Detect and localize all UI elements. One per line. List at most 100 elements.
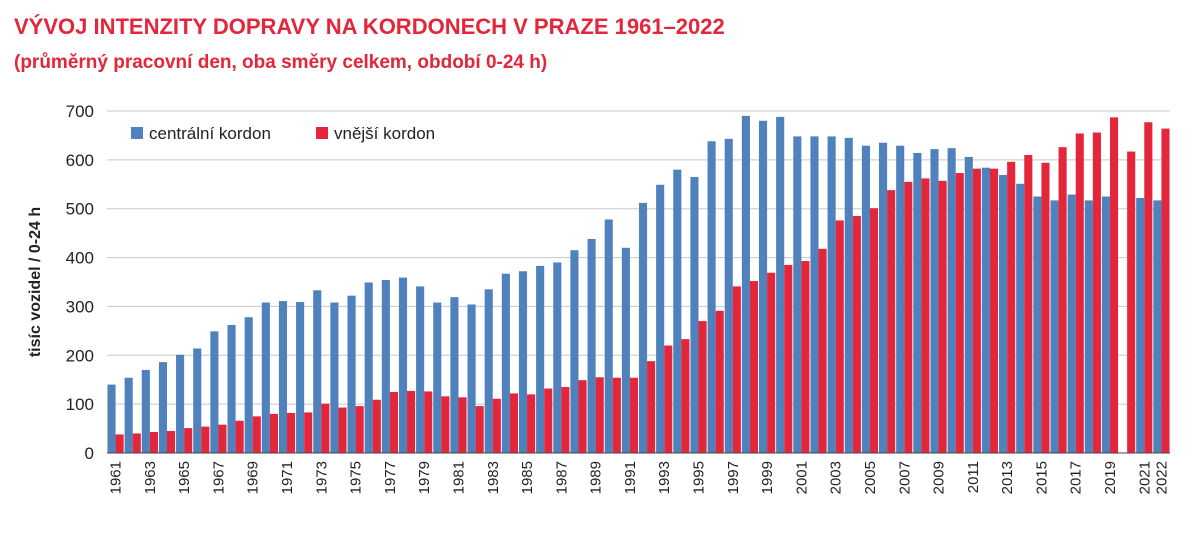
central-bar	[690, 176, 699, 453]
central-bar	[450, 297, 459, 453]
outer-bar	[612, 377, 621, 453]
central-bar	[673, 169, 682, 453]
central-bar	[536, 265, 545, 453]
central-bar	[1033, 196, 1042, 453]
y-tick-label: 500	[66, 200, 94, 219]
outer-bar	[629, 377, 639, 453]
central-bar	[896, 145, 905, 453]
y-tick-label: 300	[66, 297, 94, 316]
outer-bar	[218, 424, 227, 453]
central-bar	[467, 304, 476, 453]
central-bar	[176, 354, 185, 453]
y-tick-label: 200	[66, 346, 94, 365]
outer-bar	[1075, 133, 1084, 453]
central-bar	[107, 384, 116, 453]
x-tick-label: 1979	[416, 461, 433, 494]
x-tick-label: 1989	[588, 461, 605, 494]
legend-swatch-central	[131, 127, 143, 139]
outer-bar	[475, 406, 484, 453]
outer-bar	[1144, 122, 1153, 453]
central-bar	[793, 136, 802, 454]
central-bar	[364, 282, 373, 453]
central-bar	[484, 289, 493, 453]
central-bar	[1067, 194, 1076, 453]
central-bar	[553, 262, 562, 453]
legend-label-outer: vnější kordon	[334, 124, 435, 143]
x-tick-label: 1963	[142, 461, 159, 494]
outer-bar	[869, 208, 879, 453]
central-bar	[570, 250, 579, 453]
x-tick-label: 2022	[1153, 461, 1170, 494]
central-bar	[707, 141, 716, 453]
central-bar	[261, 302, 270, 453]
outer-bar	[852, 216, 861, 453]
outer-bar	[784, 264, 793, 453]
outer-bar	[167, 431, 176, 453]
central-bar	[141, 369, 150, 453]
central-bar	[1050, 200, 1059, 453]
outer-bar	[509, 393, 519, 453]
outer-bar	[595, 377, 604, 453]
x-tick-label: 1983	[485, 461, 502, 494]
central-bar	[638, 202, 648, 453]
x-tick-label: 1995	[691, 461, 708, 494]
x-tick-label: 1973	[313, 461, 330, 494]
central-bar	[724, 138, 733, 453]
central-bar	[1101, 196, 1110, 453]
x-tick-label: 1967	[210, 461, 227, 494]
outer-bar	[115, 434, 124, 453]
outer-bar	[389, 391, 398, 453]
central-bar	[227, 324, 236, 453]
outer-bar	[921, 178, 930, 453]
outer-bar	[544, 388, 553, 453]
outer-bar	[407, 390, 416, 453]
x-tick-label: 1981	[450, 461, 467, 494]
central-bar	[587, 239, 596, 453]
outer-bar	[1092, 132, 1101, 454]
outer-bar	[749, 281, 759, 453]
y-tick-label: 0	[85, 444, 94, 463]
central-bar	[501, 273, 510, 453]
outer-bar	[424, 391, 433, 453]
central-bar	[947, 148, 956, 454]
y-tick-label: 600	[66, 151, 94, 170]
x-tick-label: 1971	[279, 461, 296, 494]
y-tick-label: 400	[66, 249, 94, 268]
central-bar	[621, 247, 630, 453]
central-bar	[244, 317, 253, 453]
central-bar	[381, 280, 390, 453]
outer-bar	[698, 321, 707, 453]
y-tick-labels: 0 100 200 300 400 500 600 700	[66, 102, 94, 463]
x-tick-label: 1977	[382, 461, 399, 494]
central-bar	[741, 115, 750, 453]
outer-bar	[201, 426, 210, 453]
outer-bar	[304, 412, 313, 453]
central-bar	[827, 136, 836, 454]
central-bar	[861, 145, 870, 453]
x-tick-label: 1993	[656, 461, 673, 494]
central-bar	[518, 271, 528, 453]
outer-bar	[989, 168, 999, 453]
outer-bar	[441, 396, 450, 453]
outer-bar	[972, 168, 981, 453]
outer-bar	[287, 412, 296, 453]
x-tick-label: 2015	[1033, 461, 1050, 494]
central-bar	[1136, 197, 1145, 453]
outer-bar	[372, 399, 381, 453]
y-axis-label: tisíc vozidel / 0-24 h	[27, 207, 44, 357]
outer-bar	[1109, 117, 1119, 453]
central-bar	[758, 120, 768, 454]
x-tick-labels: 1961 1963 1965 1967 1969 1971 1973 1975 1977 1979…	[108, 461, 1171, 494]
outer-bar	[252, 416, 261, 453]
x-tick-label: 2011	[965, 461, 982, 493]
outer-bar	[184, 428, 193, 453]
central-bar	[124, 377, 133, 453]
legend: centrální kordon vnější kordon	[131, 124, 435, 143]
central-bar	[930, 149, 939, 453]
outer-bar	[887, 190, 896, 454]
outer-bar	[938, 180, 947, 453]
outer-bar	[1161, 128, 1170, 454]
central-bar	[278, 301, 288, 453]
outer-bar	[732, 286, 741, 453]
